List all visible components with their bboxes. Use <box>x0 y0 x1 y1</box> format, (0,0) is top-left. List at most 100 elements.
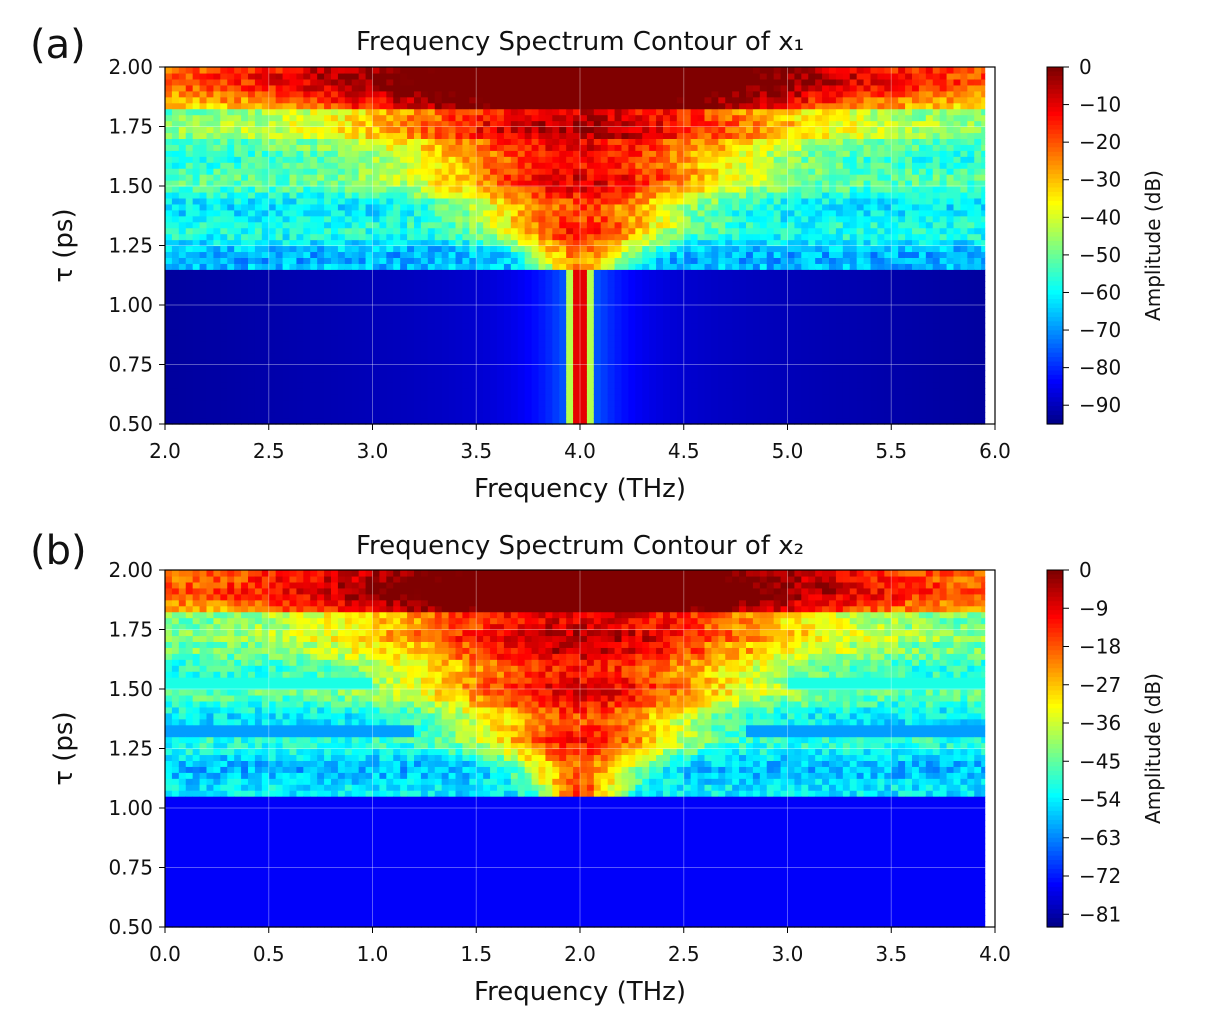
heatmap-cell <box>206 186 215 193</box>
heatmap-cell <box>711 388 719 395</box>
heatmap-cell <box>656 78 664 86</box>
heatmap-cell <box>337 275 346 282</box>
heatmap-cell <box>476 370 484 377</box>
heatmap-cell <box>586 96 595 104</box>
heatmap-cell <box>669 78 678 86</box>
heatmap-cell <box>282 138 291 145</box>
heatmap-cell <box>531 197 540 205</box>
heatmap-cell <box>192 299 201 306</box>
heatmap-cell <box>407 269 415 276</box>
heatmap-cell <box>303 120 311 128</box>
heatmap-cell <box>669 215 678 223</box>
heatmap-cell <box>497 67 505 74</box>
heatmap-cell <box>538 108 547 116</box>
heatmap-cell <box>635 67 643 74</box>
heatmap-cell <box>600 316 609 324</box>
heatmap-cell <box>538 346 547 354</box>
heatmap-cell <box>351 132 360 139</box>
heatmap-cell <box>607 174 616 181</box>
heatmap-cell <box>649 215 657 223</box>
heatmap-cell <box>683 400 692 407</box>
heatmap-cell <box>234 239 242 247</box>
heatmap-cell <box>241 162 249 169</box>
heatmap-cell <box>483 174 491 181</box>
heatmap-cell <box>303 364 311 372</box>
heatmap-cell <box>303 281 311 288</box>
heatmap-cell <box>503 72 512 80</box>
heatmap-cell <box>642 180 650 187</box>
heatmap-cell <box>220 299 228 306</box>
heatmap-cell <box>656 412 664 419</box>
heatmap-cell <box>227 418 235 425</box>
heatmap-cell <box>517 67 526 74</box>
heatmap-cell <box>621 287 630 294</box>
heatmap-cell <box>490 299 498 306</box>
heatmap-cell <box>310 346 318 354</box>
heatmap-cell <box>414 346 422 354</box>
heatmap-cell <box>171 120 180 128</box>
heatmap-cell <box>649 144 657 151</box>
heatmap-cell <box>261 156 270 163</box>
heatmap-cell <box>185 346 194 354</box>
heatmap-cell <box>593 126 602 134</box>
heatmap-cell <box>282 328 291 336</box>
heatmap-cell <box>192 156 201 163</box>
heatmap-cell <box>420 257 429 264</box>
heatmap-cell <box>441 191 450 199</box>
heatmap-cell <box>649 233 657 241</box>
heatmap-cell <box>337 358 346 366</box>
heatmap-cell <box>669 287 678 294</box>
heatmap-cell <box>669 209 678 217</box>
heatmap-cell <box>234 162 242 169</box>
heatmap-cell <box>386 299 394 306</box>
heatmap-cell <box>337 72 346 80</box>
heatmap-cell <box>171 126 180 134</box>
heatmap-cell <box>420 299 429 306</box>
heatmap-cell <box>372 138 381 145</box>
heatmap-cell <box>220 263 228 270</box>
heatmap-cell <box>351 245 360 253</box>
heatmap-cell <box>393 191 401 199</box>
heatmap-cell <box>635 310 643 318</box>
heatmap-cell <box>393 257 401 264</box>
heatmap-cell <box>372 346 381 354</box>
heatmap-cell <box>462 191 470 199</box>
heatmap-cell <box>171 239 180 247</box>
heatmap-cell <box>669 120 678 128</box>
heatmap-cell <box>248 388 256 395</box>
heatmap-cell <box>275 406 284 413</box>
heatmap-cell <box>497 310 505 318</box>
heatmap-cell <box>469 316 477 324</box>
heatmap-cell <box>711 334 719 342</box>
heatmap-cell <box>711 191 719 199</box>
heatmap-cell <box>552 90 560 98</box>
heatmap-cell <box>393 174 401 181</box>
heatmap-cell <box>220 394 228 401</box>
heatmap-cell <box>317 186 325 193</box>
heatmap-cell <box>310 316 318 324</box>
heatmap-cell <box>275 197 284 205</box>
heatmap-cell <box>635 322 643 330</box>
heatmap-cell <box>185 209 194 217</box>
heatmap-cell <box>669 310 678 318</box>
heatmap-cell <box>593 376 602 383</box>
heatmap-cell <box>289 67 298 74</box>
heatmap-cell <box>649 322 657 330</box>
heatmap-cell <box>199 162 208 169</box>
heatmap-cell <box>171 180 180 187</box>
heatmap-cell <box>296 239 304 247</box>
heatmap-cell <box>448 209 457 217</box>
heatmap-cell <box>580 376 588 383</box>
heatmap-cell <box>600 418 609 425</box>
heatmap-cell <box>739 412 747 419</box>
heatmap-cell <box>469 114 477 122</box>
heatmap-cell <box>317 394 325 401</box>
heatmap-cell <box>545 305 553 312</box>
heatmap-cell <box>545 84 553 92</box>
heatmap-cell <box>732 239 740 247</box>
heatmap-cell <box>434 209 443 217</box>
heatmap-cell <box>586 126 595 134</box>
heatmap-cell <box>317 340 325 348</box>
heatmap-cell <box>607 126 616 134</box>
heatmap-cell <box>192 388 201 395</box>
